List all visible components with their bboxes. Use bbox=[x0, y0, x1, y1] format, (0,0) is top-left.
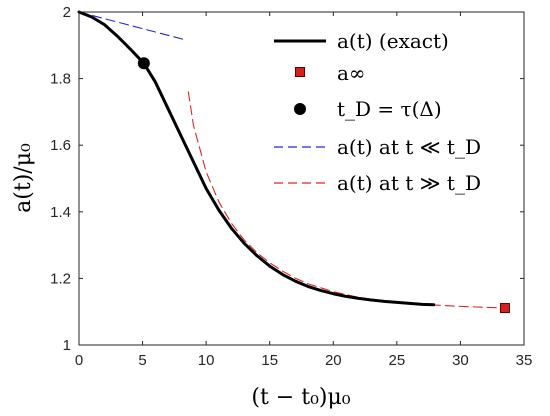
x-tick-label: 0 bbox=[75, 352, 83, 369]
x-tick-label: 15 bbox=[261, 352, 278, 369]
x-tick-label: 25 bbox=[389, 352, 406, 369]
x-tick-label: 10 bbox=[198, 352, 215, 369]
y-tick-label: 1.8 bbox=[50, 71, 71, 88]
tick-layer: 0 5 10 15 20 25 30 35 1 1.2 1.4 1.6 1.8 2 bbox=[50, 4, 532, 369]
marker-td bbox=[137, 57, 150, 70]
y-tick-label: 1.4 bbox=[50, 204, 71, 221]
legend-label-td: t_D = τ(Δ) bbox=[337, 97, 442, 121]
legend-swatch-td bbox=[294, 103, 306, 115]
plot-frame bbox=[78, 11, 525, 346]
legend-swatch-a-inf bbox=[295, 67, 305, 77]
legend-label-small-t: a(t) at t ≪ t_D bbox=[337, 135, 481, 159]
legend: a(t) (exact) a∞ t_D = τ(Δ) a(t) at t ≪ t… bbox=[268, 20, 518, 205]
x-axis-label: (t − t₀)μ₀ bbox=[251, 385, 350, 410]
marker-a-inf bbox=[499, 303, 510, 314]
y-tick-label: 1 bbox=[63, 337, 71, 354]
x-tick-label: 5 bbox=[138, 352, 146, 369]
series-small-t-line bbox=[78, 11, 188, 41]
legend-label-exact: a(t) (exact) bbox=[337, 29, 449, 53]
y-tick-label: 1.2 bbox=[50, 270, 71, 287]
x-tick-label: 35 bbox=[516, 352, 533, 369]
y-axis-label: a(t)/μ₀ bbox=[11, 143, 36, 213]
x-tick-label: 20 bbox=[325, 352, 342, 369]
legend-label-large-t: a(t) at t ≫ t_D bbox=[337, 171, 481, 195]
series-layer bbox=[77, 10, 510, 314]
legend-box bbox=[268, 20, 518, 205]
y-tick-label: 1.6 bbox=[50, 137, 71, 154]
y-tick-label: 2 bbox=[63, 4, 71, 21]
legend-label-a-inf: a∞ bbox=[337, 61, 366, 85]
x-tick-label: 30 bbox=[452, 352, 469, 369]
